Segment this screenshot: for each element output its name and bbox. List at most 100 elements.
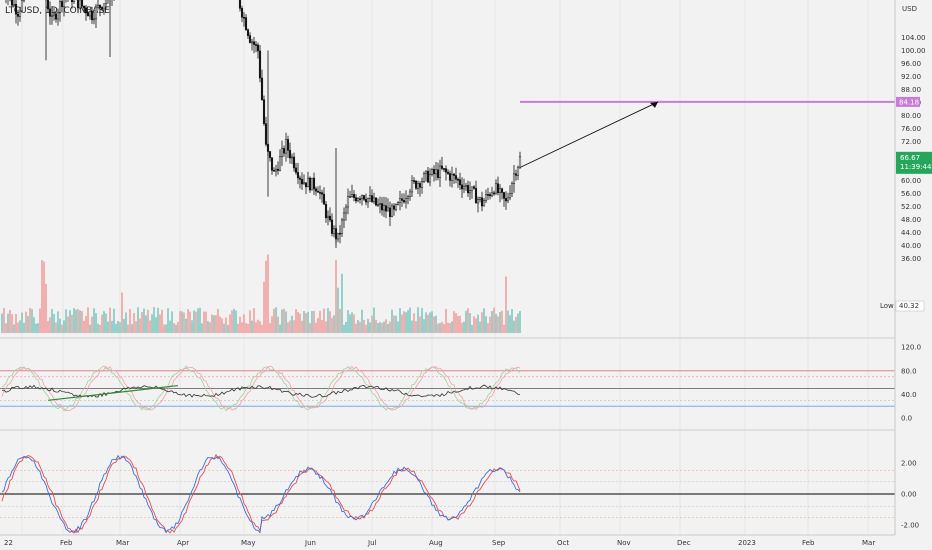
volume-bar <box>221 318 223 333</box>
volume-bars <box>1 254 521 333</box>
volume-bar <box>63 320 65 333</box>
volume-bar <box>391 309 393 333</box>
candle-body <box>100 7 104 10</box>
projection-arrow <box>519 101 659 168</box>
volume-bar <box>93 308 95 333</box>
time-tick-label: Feb <box>60 539 73 547</box>
volume-bar <box>407 310 409 333</box>
macd-tick-label: 2.00 <box>901 460 917 468</box>
candle-body <box>272 170 276 172</box>
volume-bar <box>173 323 175 333</box>
candle-body <box>16 13 20 17</box>
candle-body <box>252 41 256 45</box>
candle-body <box>96 4 100 8</box>
volume-bar <box>231 310 233 333</box>
volume-bar <box>19 320 21 333</box>
volume-bar <box>469 313 471 333</box>
volume-bar <box>195 311 197 333</box>
candle-body <box>518 156 522 168</box>
candle-body <box>54 13 58 20</box>
candle-body <box>310 177 314 191</box>
candle-body <box>292 156 296 169</box>
volume-bar <box>87 307 89 333</box>
rsi-tick-label: 80.0 <box>901 367 917 375</box>
candle-body <box>398 198 402 203</box>
candle-body <box>386 207 390 212</box>
price-tick-label: 52.00 <box>901 203 921 211</box>
candle-body <box>474 188 478 204</box>
candle-body <box>332 228 336 234</box>
candle-body <box>480 197 484 207</box>
volume-bar <box>441 321 443 333</box>
volume-bar <box>381 322 383 333</box>
volume-bar <box>485 316 487 333</box>
volume-bar <box>215 315 217 333</box>
volume-bar <box>279 324 281 333</box>
candle-body <box>92 18 96 21</box>
volume-bar <box>305 313 307 333</box>
volume-bar <box>31 309 33 333</box>
candle-body <box>82 5 86 9</box>
volume-bar <box>373 307 375 333</box>
candle-body <box>464 185 468 187</box>
volume-bar <box>53 314 55 333</box>
volume-bar <box>149 320 151 333</box>
candle-body <box>368 195 372 199</box>
price-tick-label: 48.00 <box>901 216 921 224</box>
candle-body <box>452 173 456 176</box>
price-tick-label: 56.00 <box>901 190 921 198</box>
volume-bar <box>159 314 161 333</box>
volume-bar <box>511 309 513 333</box>
rsi-line <box>1 384 521 398</box>
volume-bar <box>327 308 329 333</box>
volume-bar <box>387 323 389 333</box>
volume-bar <box>189 311 191 333</box>
volume-bar <box>369 322 371 333</box>
volume-bar <box>353 314 355 333</box>
price-tick-label: 76.00 <box>901 125 921 133</box>
volume-bar <box>81 311 83 333</box>
volume-bar <box>355 323 357 333</box>
volume-bar <box>345 321 347 333</box>
volume-bar <box>181 311 183 333</box>
volume-bar <box>139 318 141 333</box>
candle-body <box>46 0 50 10</box>
price-tick-label: 88.00 <box>901 86 921 94</box>
candle-body <box>376 204 380 206</box>
candle-body <box>356 198 360 202</box>
volume-bar <box>125 312 127 333</box>
volume-bar <box>233 308 235 333</box>
volume-bar <box>175 324 177 333</box>
volume-bar <box>307 311 309 333</box>
price-tick-label: 100.00 <box>901 47 926 55</box>
volume-bar <box>427 314 429 333</box>
candle-body <box>448 173 452 181</box>
price-tick-label: 104.00 <box>901 34 926 42</box>
volume-bar <box>219 316 221 333</box>
volume-bar <box>303 311 305 333</box>
candle-body <box>288 150 292 159</box>
volume-bar <box>249 310 251 333</box>
volume-bar <box>57 311 59 333</box>
candle-body <box>104 0 108 5</box>
drawings[interactable] <box>519 100 895 168</box>
volume-bar <box>383 321 385 333</box>
arrow-head <box>650 101 658 108</box>
volume-bar <box>475 318 477 333</box>
volume-bar <box>287 322 289 333</box>
volume-bar <box>477 314 479 333</box>
volume-bar <box>11 314 13 333</box>
candle-body <box>348 196 352 198</box>
candle-body <box>460 184 464 190</box>
volume-bar <box>465 310 467 333</box>
volume-bar <box>415 320 417 333</box>
volume-bar <box>449 323 451 333</box>
candle-body <box>394 204 398 210</box>
volume-bar <box>37 323 39 333</box>
volume-bar <box>267 254 269 333</box>
price-tick-label: 36.00 <box>901 255 921 263</box>
candle-body <box>406 196 410 199</box>
volume-bar <box>21 312 23 333</box>
